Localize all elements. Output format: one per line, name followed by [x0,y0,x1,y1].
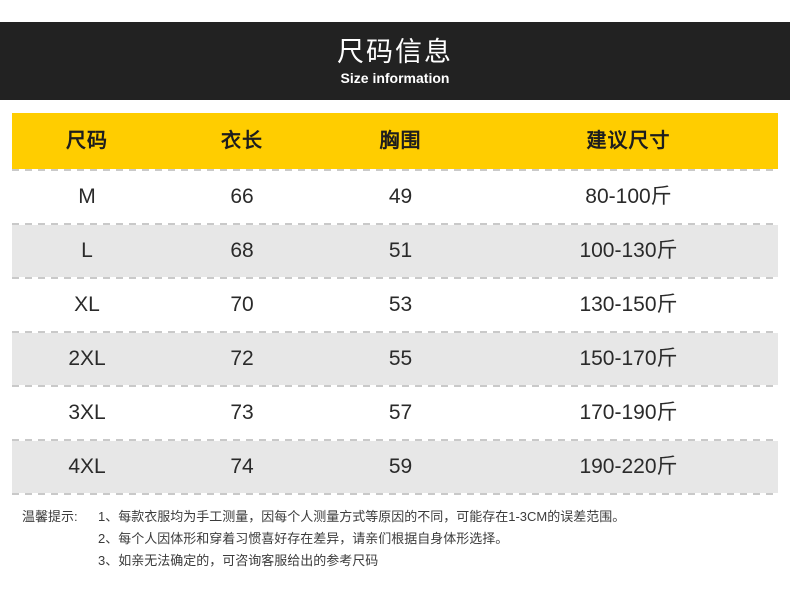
note-line: 温馨提示: 2、每个人因体形和穿着习惯喜好存在差异，请亲们根据自身体形选择。 [22,528,782,550]
table-row: XL 70 53 130-150斤 [12,279,778,331]
cell-size: 4XL [68,455,106,478]
cell-size: XL [74,293,100,316]
cell-suggested: 170-190斤 [579,401,678,424]
row-divider [12,223,778,225]
notes-section: 温馨提示: 1、每款衣服均为手工测量，因每个人测量方式等原因的不同，可能存在1-… [22,506,782,572]
row-divider [12,493,778,495]
cell-length: 68 [230,239,254,262]
notes-label: 温馨提示: [22,509,78,524]
cell-suggested: 130-150斤 [579,293,678,316]
cell-bust: 59 [388,455,413,478]
note-text: 3、如亲无法确定的，可咨询客服给出的参考尺码 [98,553,379,568]
table-row: L 68 51 100-130斤 [12,225,778,277]
cell-size: L [81,239,93,262]
note-line: 温馨提示: 1、每款衣服均为手工测量，因每个人测量方式等原因的不同，可能存在1-… [22,506,782,528]
table-row: 4XL 74 59 190-220斤 [12,441,778,493]
cell-bust: 57 [388,401,413,424]
table-header-row: 尺码 衣长 胸围 建议尺寸 [12,113,778,169]
column-header-suggested-size: 建议尺寸 [586,130,671,152]
cell-suggested: 80-100斤 [585,185,672,208]
note-text: 2、每个人因体形和穿着习惯喜好存在差异，请亲们根据自身体形选择。 [98,531,509,546]
row-divider [12,385,778,387]
cell-bust: 53 [388,293,413,316]
size-table: 尺码 衣长 胸围 建议尺寸 M 66 49 80-100斤 L 68 51 10… [12,113,778,495]
cell-size: M [78,185,96,208]
row-divider [12,169,778,171]
cell-suggested: 100-130斤 [579,239,678,262]
row-divider [12,439,778,441]
page-title: 尺码信息 [337,36,453,67]
row-divider [12,277,778,279]
note-text: 1、每款衣服均为手工测量，因每个人测量方式等原因的不同，可能存在1-3CM的误差… [98,509,626,524]
cell-length: 73 [230,401,254,424]
title-banner: 尺码信息 Size information [0,22,790,100]
cell-size: 2XL [68,347,106,370]
column-header-length: 衣长 [221,130,263,152]
cell-bust: 49 [388,185,413,208]
page-subtitle: Size information [340,69,450,86]
cell-length: 70 [230,293,254,316]
column-header-bust: 胸围 [379,130,422,152]
cell-suggested: 150-170斤 [579,347,678,370]
cell-length: 72 [230,347,254,370]
column-header-size: 尺码 [66,130,108,152]
table-row: M 66 49 80-100斤 [12,171,778,223]
cell-length: 66 [230,185,254,208]
cell-length: 74 [230,455,254,478]
table-row: 2XL 72 55 150-170斤 [12,333,778,385]
cell-suggested: 190-220斤 [579,455,678,478]
cell-bust: 55 [388,347,413,370]
note-line: 温馨提示: 3、如亲无法确定的，可咨询客服给出的参考尺码 [22,550,782,572]
cell-bust: 51 [388,239,413,262]
row-divider [12,331,778,333]
cell-size: 3XL [68,401,106,424]
table-row: 3XL 73 57 170-190斤 [12,387,778,439]
